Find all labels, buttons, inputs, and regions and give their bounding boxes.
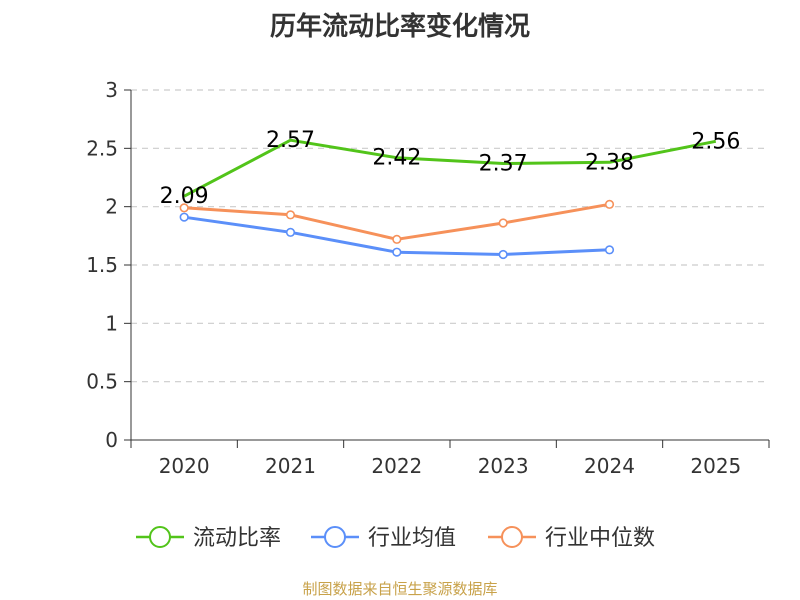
data-label: 2.57 bbox=[266, 128, 315, 153]
data-label: 2.09 bbox=[160, 184, 209, 209]
x-tick-label: 2022 bbox=[371, 454, 422, 478]
data-point bbox=[285, 227, 296, 237]
legend-marker bbox=[149, 526, 171, 548]
legend: 流动比率 行业均值 行业中位数 bbox=[136, 526, 655, 551]
series-lines bbox=[179, 138, 717, 260]
legend-label: 流动比率 bbox=[193, 526, 281, 551]
chart-title: 历年流动比率变化情况 bbox=[269, 12, 530, 42]
data-point bbox=[498, 249, 508, 260]
data-point bbox=[392, 247, 402, 257]
x-axis-ticks: 2020 2021 2022 2023 2024 2025 bbox=[130, 440, 770, 478]
data-labels: 2.09 2.57 2.42 2.37 2.38 2.56 bbox=[160, 128, 741, 209]
y-tick-label: 1 bbox=[105, 311, 118, 335]
data-label: 2.56 bbox=[691, 129, 740, 154]
x-tick-label: 2020 bbox=[159, 454, 210, 478]
legend-label: 行业中位数 bbox=[545, 526, 655, 551]
data-point bbox=[604, 199, 615, 209]
data-label: 2.37 bbox=[479, 152, 528, 177]
y-tick-label: 1.5 bbox=[86, 253, 118, 277]
data-point bbox=[179, 203, 189, 213]
data-point bbox=[179, 212, 189, 222]
series-line bbox=[183, 138, 717, 198]
x-tick-label: 2023 bbox=[478, 454, 529, 478]
legend-label: 行业均值 bbox=[368, 526, 456, 551]
source-note: 制图数据来自恒生聚源数据库 bbox=[302, 580, 498, 598]
data-point bbox=[392, 234, 402, 244]
y-tick-label: 0 bbox=[105, 428, 118, 452]
series-line bbox=[184, 202, 610, 241]
y-axis-ticks: 0 0.5 1 1.5 2 2.5 3 bbox=[86, 78, 131, 452]
data-point bbox=[285, 210, 296, 220]
legend-marker bbox=[501, 526, 523, 548]
x-tick-label: 2021 bbox=[265, 454, 316, 478]
x-tick-label: 2025 bbox=[690, 454, 741, 478]
y-tick-label: 2 bbox=[105, 195, 118, 219]
y-tick-label: 3 bbox=[105, 78, 118, 102]
data-label: 2.42 bbox=[372, 146, 421, 171]
y-tick-label: 2.5 bbox=[86, 136, 118, 160]
grid-lines bbox=[131, 89, 769, 383]
y-tick-label: 0.5 bbox=[86, 370, 118, 394]
data-point bbox=[498, 218, 508, 228]
data-label: 2.38 bbox=[585, 150, 634, 175]
legend-marker bbox=[324, 526, 346, 548]
x-tick-label: 2024 bbox=[584, 454, 635, 478]
data-point bbox=[604, 245, 615, 255]
